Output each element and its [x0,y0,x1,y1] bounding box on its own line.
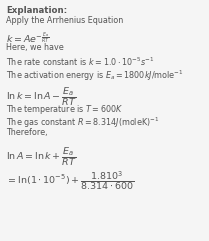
Text: $\ln k = \ln A - \dfrac{E_a}{RT}$: $\ln k = \ln A - \dfrac{E_a}{RT}$ [6,86,77,108]
Text: The gas constant $R = 8.314 J(\mathrm{moleK})^{-1}$: The gas constant $R = 8.314 J(\mathrm{mo… [6,116,160,130]
Text: The temperature is $T = 600K$: The temperature is $T = 600K$ [6,103,124,116]
Text: Explanation:: Explanation: [6,6,67,15]
Text: $= \ln(1 \cdot 10^{-5}) + \dfrac{1.810^3}{8.314 \cdot 600}$: $= \ln(1 \cdot 10^{-5}) + \dfrac{1.810^3… [6,170,135,193]
Text: The activation energy is $E_a = 1800 kJ/\mathrm{mole}^{-1}$: The activation energy is $E_a = 1800 kJ/… [6,69,184,83]
Text: Apply the Arrhenius Equation: Apply the Arrhenius Equation [6,16,124,25]
Text: Here, we have: Here, we have [6,43,64,52]
Text: Therefore,: Therefore, [6,128,48,137]
Text: $k = Ae^{-\frac{E_a}{RT}}$: $k = Ae^{-\frac{E_a}{RT}}$ [6,30,50,46]
Text: $\ln A = \ln k + \dfrac{E_a}{RT}$: $\ln A = \ln k + \dfrac{E_a}{RT}$ [6,146,77,168]
Text: The rate constant is $k = 1.0 \cdot 10^{-5} s^{-1}$: The rate constant is $k = 1.0 \cdot 10^{… [6,56,155,68]
